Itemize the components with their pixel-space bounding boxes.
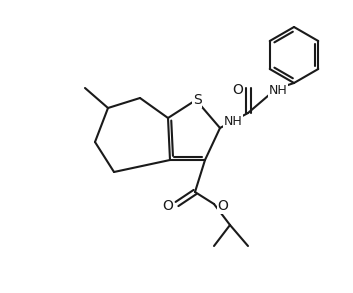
Text: O: O [163, 199, 173, 213]
Text: NH: NH [223, 115, 243, 128]
Text: NH: NH [269, 84, 287, 98]
Text: O: O [217, 199, 228, 213]
Text: O: O [233, 83, 244, 97]
Text: S: S [193, 93, 201, 107]
